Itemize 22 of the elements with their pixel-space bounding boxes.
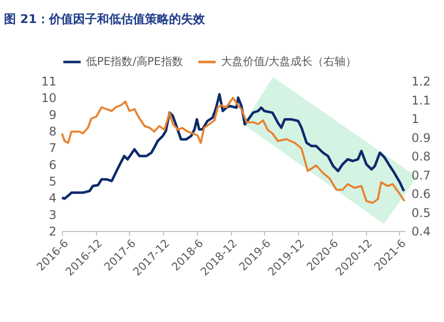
y-tick-label: 6	[48, 158, 56, 172]
legend-label: 大盘价值/大盘成长（右轴）	[221, 55, 357, 68]
y-tick-label: 11	[41, 74, 56, 88]
y-tick-label: 10	[41, 91, 56, 106]
y-tick-label: 7	[48, 141, 56, 156]
y2-tick-label: 0.4	[412, 224, 431, 238]
y2-tick-label: 1.1	[412, 93, 431, 108]
y-tick-label: 9	[48, 108, 56, 122]
y2-tick-label: 0.7	[412, 168, 431, 182]
chart-title: 图 21：价值因子和低估值策略的失效	[4, 12, 206, 26]
y2-tick-label: 0.8	[412, 150, 431, 164]
y2-tick-label: 1	[412, 112, 420, 126]
y-tick-label: 4	[48, 191, 56, 206]
y-tick-label: 2	[48, 224, 56, 238]
y2-tick-label: 0.6	[412, 187, 431, 201]
y-tick-label: 5	[48, 174, 56, 188]
legend-label: 低PE指数/高PE指数	[86, 55, 183, 68]
y-tick-label: 3	[48, 208, 56, 222]
y2-tick-label: 0.9	[412, 130, 431, 145]
y2-tick-label: 1.2	[412, 74, 431, 88]
y-tick-label: 8	[48, 124, 56, 138]
y2-tick-label: 0.5	[412, 206, 431, 220]
